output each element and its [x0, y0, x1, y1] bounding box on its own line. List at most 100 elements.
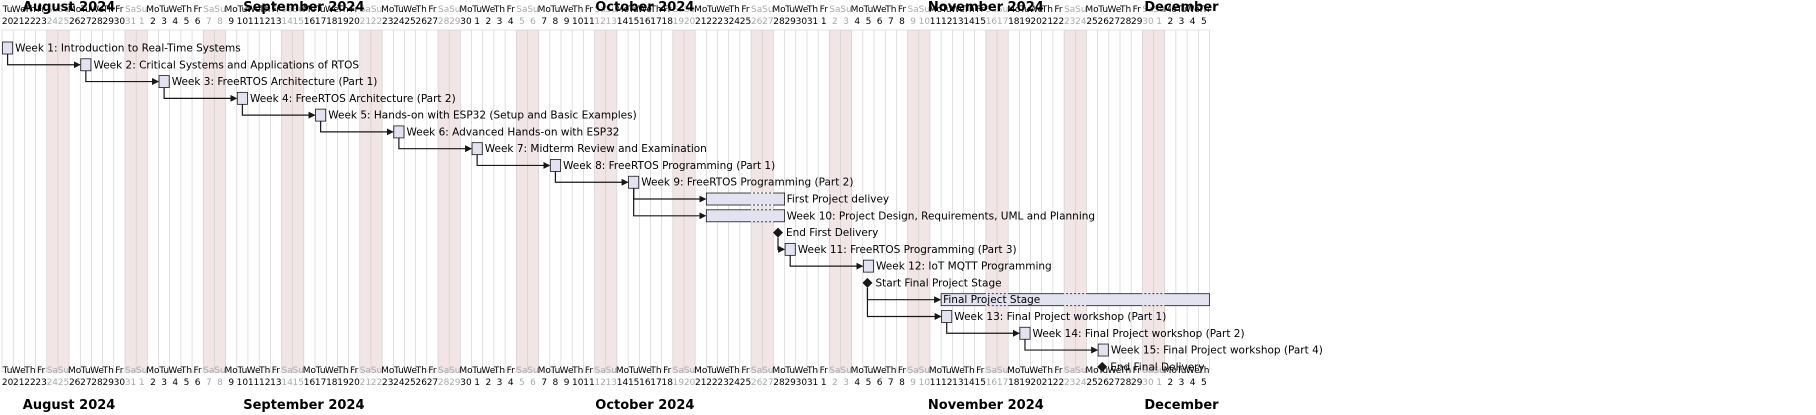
weekday-label: Tu — [315, 366, 326, 376]
weekday-label: Fr — [820, 366, 829, 376]
weekday-label: We — [403, 5, 417, 15]
day-number-label: 6 — [195, 17, 201, 27]
day-number-label: 5 — [1201, 378, 1207, 388]
weekday-label: Sa — [203, 5, 214, 15]
weekday-label: Mo — [929, 5, 943, 15]
weekday-label: Fr — [37, 366, 46, 376]
weekday-label: Fr — [1133, 366, 1142, 376]
day-number-label: 17 — [997, 17, 1008, 27]
day-number-label: 2 — [150, 378, 156, 388]
weekday-label: Su — [606, 366, 617, 376]
day-number-label: 6 — [195, 378, 201, 388]
dependency-arrow — [866, 287, 942, 320]
task-bar — [705, 192, 786, 206]
day-number-label: 14 — [617, 378, 629, 388]
day-number-label: 4 — [508, 378, 514, 388]
weekday-label: Tu — [941, 366, 952, 376]
day-number-label: 5 — [519, 378, 525, 388]
task-label: Week 3: FreeRTOS Architecture (Part 1) — [172, 76, 378, 88]
weekend-column — [292, 30, 304, 372]
weekday-label: Tu — [393, 5, 404, 15]
day-number-label: 16 — [304, 378, 316, 388]
day-number-label: 5 — [866, 378, 872, 388]
weekday-label: Mo — [616, 5, 630, 15]
weekday-label: Tu — [236, 366, 247, 376]
weekday-label: Fr — [272, 366, 281, 376]
day-number-label: 19 — [1019, 378, 1031, 388]
day-number-label: 16 — [986, 378, 998, 388]
day-number-label: 25 — [404, 17, 415, 27]
day-number-label: 26 — [416, 17, 428, 27]
day-number-label: 26 — [751, 17, 763, 27]
weekday-label: We — [247, 366, 261, 376]
day-number-label: 30 — [796, 17, 808, 27]
milestone-diamond — [1097, 361, 1108, 372]
day-number-label: 28 — [438, 378, 450, 388]
weekday-label: Th — [493, 5, 505, 15]
task-label: Week 10: Project Design, Requirements, U… — [787, 210, 1095, 222]
day-number-label: 14 — [617, 17, 629, 27]
day-number-label: 13 — [952, 378, 963, 388]
month-label: November 2024 — [928, 398, 1044, 413]
task-label: Week 9: FreeRTOS Programming (Part 2) — [641, 177, 853, 189]
day-number-label: 20 — [348, 17, 360, 27]
weekday-label: Mo — [381, 366, 395, 376]
weekday-label: Fr — [976, 5, 985, 15]
weekday-label: We — [1029, 366, 1043, 376]
weekday-label: Tu — [628, 5, 639, 15]
weekday-label: Th — [1041, 5, 1053, 15]
day-number-label: 22 — [371, 378, 382, 388]
weekday-label: We — [168, 366, 182, 376]
day-number-label: 18 — [661, 378, 673, 388]
weekend-column — [840, 30, 852, 372]
gantt-task: End First Delivery — [773, 227, 878, 239]
gantt-task: Week 13: Final Project workshop (Part 1) — [941, 310, 1166, 323]
weekday-label: Th — [571, 366, 583, 376]
weekday-label: Su — [997, 5, 1008, 15]
day-number-label: 21 — [13, 17, 24, 27]
day-number-label: 16 — [304, 17, 316, 27]
weekday-label: Su — [371, 366, 382, 376]
weekday-label: Su — [449, 366, 460, 376]
weekday-label: We — [481, 5, 495, 15]
weekend-column — [124, 30, 137, 372]
weekend-column — [516, 30, 528, 372]
day-number-label: 24 — [729, 378, 741, 388]
month-label: September 2024 — [243, 398, 364, 413]
day-number-label: 21 — [1042, 17, 1053, 27]
weekday-label: Tu — [80, 5, 91, 15]
dependency-arrow — [398, 137, 473, 153]
weekday-label: Fr — [272, 5, 281, 15]
gantt-task: Week 4: FreeRTOS Architecture (Part 2) — [236, 91, 456, 105]
weekday-label: Su — [136, 366, 147, 376]
weekday-label: Su — [606, 5, 617, 15]
weekday-label: Th — [649, 366, 661, 376]
month-label: November 2024 — [928, 0, 1044, 15]
day-number-label: 22 — [371, 17, 382, 27]
day-number-label: 20 — [684, 17, 696, 27]
day-number-label: 7 — [888, 17, 894, 27]
weekday-label: We — [247, 5, 261, 15]
weekday-label: Mo — [929, 366, 943, 376]
weekday-label: Mo — [381, 5, 395, 15]
day-number-label: 9 — [228, 378, 234, 388]
weekday-label: Fr — [1054, 5, 1063, 15]
weekday-label: Fr — [820, 5, 829, 15]
dependency-arrow — [789, 255, 864, 270]
weekday-label: Th — [180, 366, 192, 376]
weekend-column — [997, 30, 1009, 372]
weekday-label: Su — [136, 5, 147, 15]
weekend-column — [907, 30, 919, 372]
day-number-label: 23 — [35, 378, 46, 388]
weekend-column — [449, 30, 461, 372]
day-number-label: 4 — [854, 17, 860, 27]
day-number-label: 30 — [1142, 17, 1154, 27]
day-number-label: 29 — [784, 378, 796, 388]
weekday-label: Tu — [863, 5, 874, 15]
weekday-label: Fr — [115, 366, 124, 376]
weekday-label: Sa — [281, 5, 292, 15]
weekday-label: Su — [997, 366, 1008, 376]
day-number-label: 11 — [583, 17, 594, 27]
month-label: December — [1144, 0, 1219, 15]
